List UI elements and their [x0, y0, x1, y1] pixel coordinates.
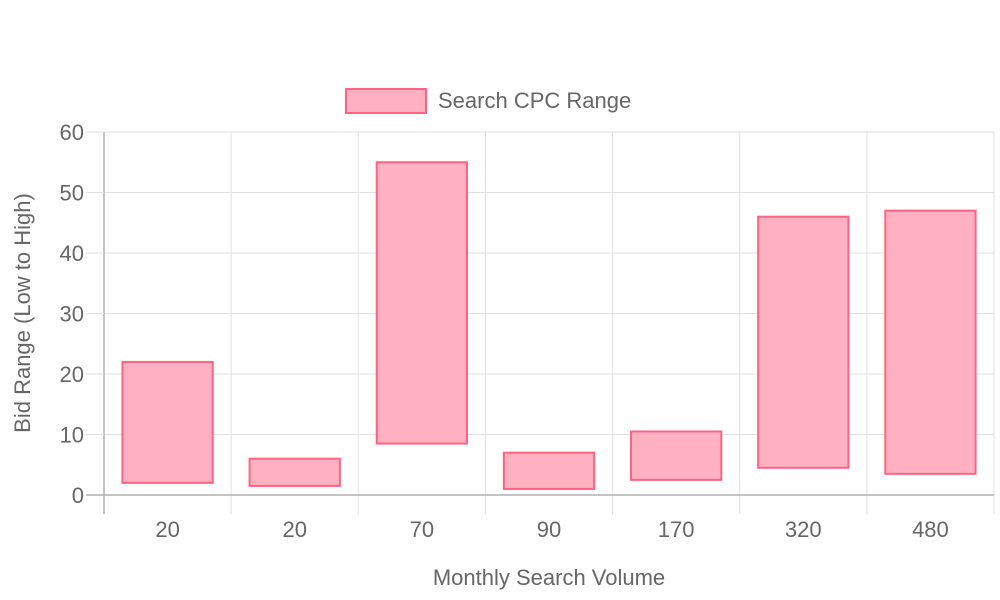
x-tick-label: 90: [537, 517, 561, 542]
range-bar[interactable]: [375, 161, 468, 445]
x-tick-label: 320: [785, 517, 822, 542]
grid: [104, 131, 995, 514]
y-tick-label: 30: [60, 302, 84, 327]
x-tick-label: 20: [282, 517, 306, 542]
range-bar[interactable]: [248, 457, 341, 487]
x-tick-label: 480: [912, 517, 949, 542]
legend[interactable]: Search CPC Range: [345, 88, 631, 114]
range-bar[interactable]: [757, 215, 850, 469]
y-tick-label: 50: [60, 181, 84, 206]
range-bar[interactable]: [884, 209, 977, 475]
legend-swatch: [345, 88, 427, 114]
x-tick-label: 70: [410, 517, 434, 542]
y-tick-label: 60: [60, 120, 84, 145]
y-axis-title: Bid Range (Low to High): [10, 193, 35, 433]
x-tick-labels: 20 20 70 90 170 320 480: [155, 517, 948, 542]
range-bar[interactable]: [502, 451, 596, 490]
x-tick-label: 20: [155, 517, 179, 542]
y-tick-label: 10: [60, 423, 84, 448]
legend-label: Search CPC Range: [438, 88, 631, 113]
range-bar[interactable]: [121, 360, 214, 484]
y-tick-label: 40: [60, 241, 84, 266]
x-tick-label: 170: [658, 517, 695, 542]
y-tick-label: 0: [72, 483, 84, 508]
y-tick-labels: 0 10 20 30 40 50 60: [60, 120, 84, 508]
range-bar[interactable]: [630, 430, 723, 481]
x-axis-title: Monthly Search Volume: [433, 565, 665, 590]
axes: [86, 131, 994, 514]
bars: [121, 161, 977, 490]
y-tick-label: 20: [60, 362, 84, 387]
